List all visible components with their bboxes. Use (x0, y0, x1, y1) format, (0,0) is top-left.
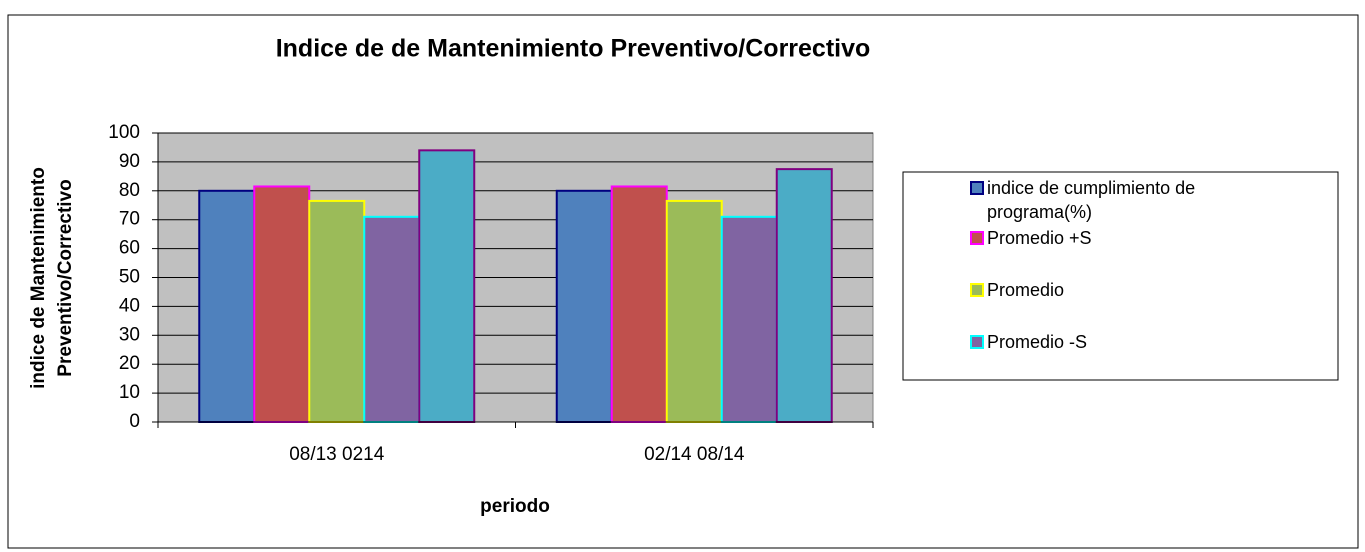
legend-label: Promedio -S (987, 332, 1088, 352)
y-tick-label: 0 (129, 411, 140, 432)
bar (665, 199, 723, 423)
y-tick-label: 100 (108, 122, 140, 143)
x-axis-label: periodo (480, 496, 550, 517)
chart-title: Indice de de Mantenimiento Preventivo/Co… (276, 35, 871, 63)
legend-swatch (970, 181, 984, 195)
x-tick-label: 08/13 0214 (289, 444, 385, 465)
y-axis-label: indice de Mantenimiento Preventivo/Corre… (28, 167, 76, 389)
bar (610, 185, 668, 423)
y-tick-label: 70 (119, 209, 140, 230)
bar (418, 149, 476, 423)
y-tick-label: 10 (119, 382, 140, 403)
legend-label: Promedio (987, 280, 1065, 300)
y-tick-label: 20 (119, 353, 140, 374)
y-tick-label: 50 (119, 267, 140, 288)
y-tick-label: 90 (119, 151, 140, 172)
legend-label: Promedio +S (987, 228, 1092, 248)
y-tick-label: 40 (119, 295, 140, 316)
bar (363, 215, 421, 423)
x-tick-label: 02/14 08/14 (644, 444, 745, 465)
legend-swatch (970, 283, 984, 297)
bar (720, 215, 778, 423)
y-tick-label: 60 (119, 238, 140, 259)
bar (775, 168, 833, 423)
legend-swatch (970, 231, 984, 245)
legend-swatch (970, 335, 984, 349)
bar (308, 199, 366, 423)
y-tick-label: 30 (119, 324, 140, 345)
bar (198, 189, 256, 423)
bar (555, 189, 613, 423)
bar (253, 185, 311, 423)
legend-label: indice de cumplimiento de programa(%) (987, 178, 1196, 222)
y-tick-label: 80 (119, 180, 140, 201)
